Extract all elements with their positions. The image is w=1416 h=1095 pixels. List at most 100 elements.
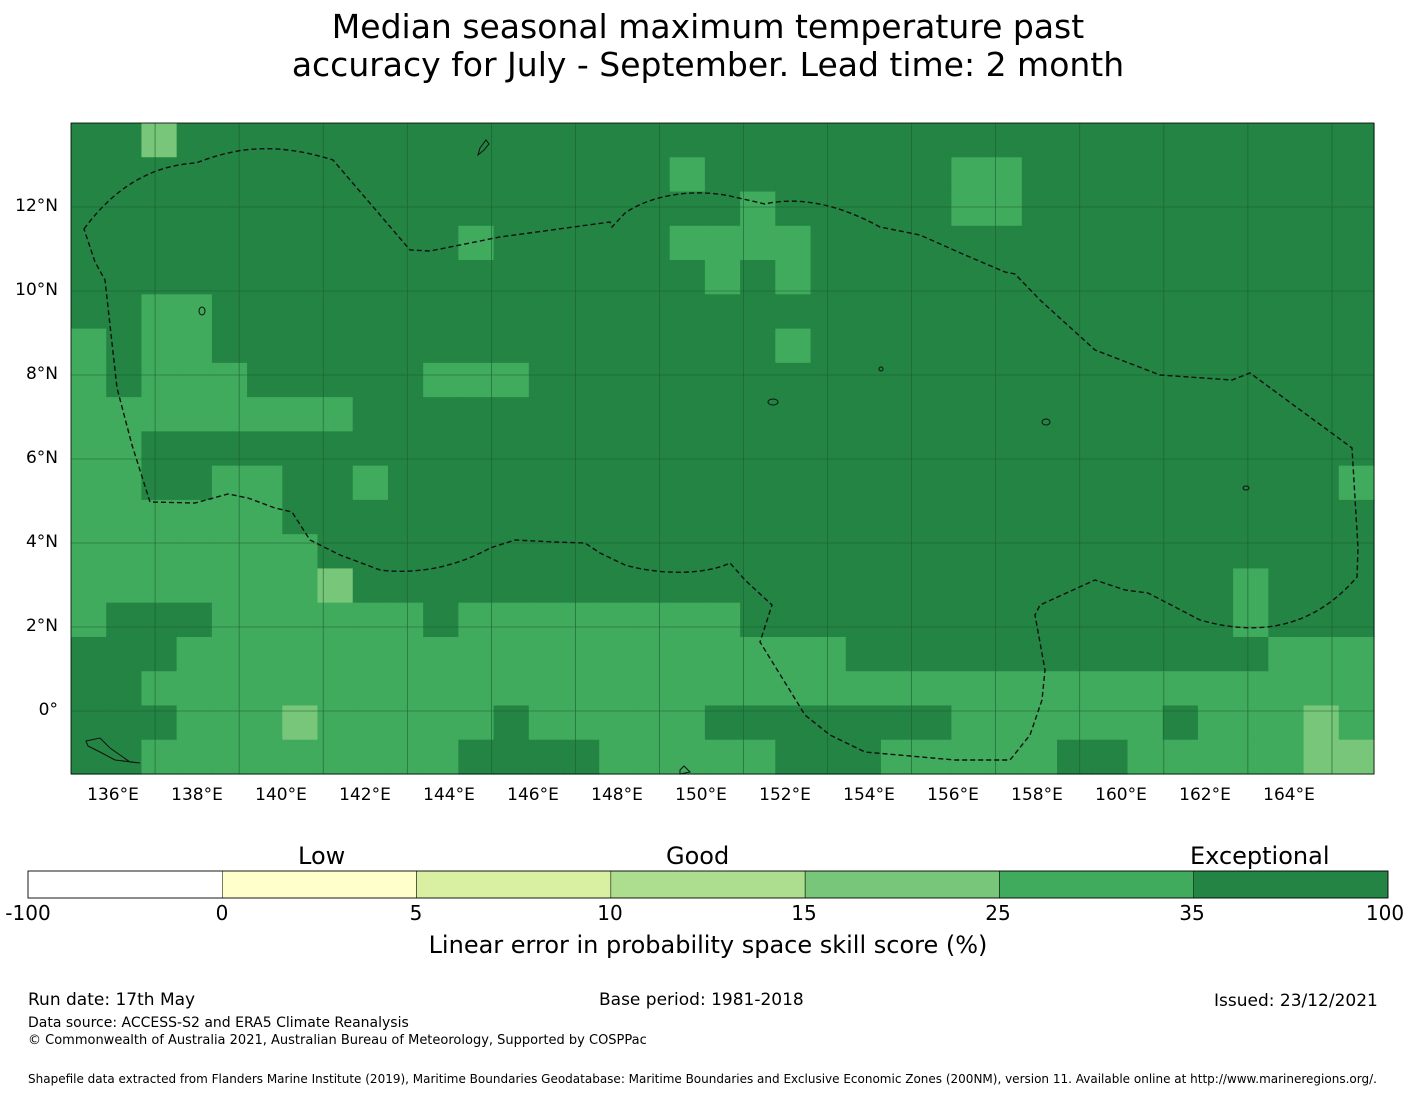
grid-cell bbox=[916, 328, 953, 364]
category-exceptional: Exceptional bbox=[1190, 842, 1330, 870]
grid-cell bbox=[1021, 431, 1058, 467]
grid-cell bbox=[1268, 499, 1305, 535]
grid-cell bbox=[564, 397, 600, 432]
grid-cell bbox=[317, 671, 354, 707]
grid-cell bbox=[634, 534, 671, 570]
grid-cell bbox=[810, 294, 847, 330]
grid-cell bbox=[141, 671, 178, 707]
grid-cell bbox=[1233, 431, 1269, 467]
grid-cell bbox=[704, 123, 741, 158]
grid-cell bbox=[1057, 499, 1093, 535]
grid-cell bbox=[669, 636, 706, 672]
grid-cell bbox=[1233, 191, 1269, 227]
grid-cell bbox=[528, 362, 565, 398]
grid-cell bbox=[634, 431, 671, 467]
grid-cell bbox=[916, 636, 953, 672]
grid-cell bbox=[1268, 534, 1305, 570]
grid-cell bbox=[951, 225, 988, 261]
grid-cell bbox=[740, 568, 776, 604]
grid-cell bbox=[916, 294, 953, 330]
grid-cell bbox=[916, 499, 953, 535]
lat-label-12n: 12°N bbox=[15, 196, 58, 216]
lon-label-142e: 142°E bbox=[339, 785, 391, 805]
grid-cell bbox=[493, 534, 530, 570]
grid-cell bbox=[740, 499, 776, 535]
copyright: © Commonwealth of Australia 2021, Austra… bbox=[28, 1033, 647, 1048]
base-period: Base period: 1981-2018 bbox=[599, 990, 804, 1010]
colorbar-tick-35: 35 bbox=[1179, 901, 1205, 925]
grid-cell bbox=[599, 568, 636, 604]
grid-cell bbox=[493, 568, 530, 604]
grid-cell bbox=[775, 191, 812, 227]
lon-label-154e: 154°E bbox=[843, 785, 895, 805]
grid-cell bbox=[845, 534, 882, 570]
grid-cell bbox=[916, 191, 953, 227]
grid-cell bbox=[211, 534, 248, 570]
grid-cell bbox=[1303, 328, 1340, 364]
grid-cell bbox=[211, 225, 248, 261]
grid-cell bbox=[387, 499, 424, 535]
grid-cell bbox=[1338, 636, 1375, 672]
grid-cell bbox=[1092, 123, 1129, 158]
grid-cell bbox=[71, 568, 107, 604]
grid-cell bbox=[951, 636, 988, 672]
grid-cell bbox=[845, 362, 882, 398]
grid-cell bbox=[810, 225, 847, 261]
grid-cell bbox=[458, 294, 495, 330]
grid-cell bbox=[176, 328, 213, 364]
grid-cell bbox=[775, 636, 812, 672]
grid-cell bbox=[634, 225, 671, 261]
grid-cell bbox=[986, 465, 1023, 501]
grid-cell bbox=[916, 739, 953, 775]
grid-cell bbox=[916, 465, 953, 501]
grid-cell bbox=[634, 260, 671, 295]
grid-cell bbox=[282, 362, 319, 398]
grid-cell bbox=[1303, 362, 1340, 398]
lat-label-8n: 8°N bbox=[25, 364, 58, 384]
grid-cell bbox=[669, 671, 706, 707]
grid-cell bbox=[775, 397, 812, 432]
grid-cell bbox=[423, 294, 459, 330]
colorbar-tick-0: 0 bbox=[215, 901, 229, 925]
grid-cell bbox=[564, 568, 600, 604]
grid-cell bbox=[141, 191, 178, 227]
grid-cell bbox=[352, 431, 389, 467]
eez-boundary bbox=[83, 147, 1359, 761]
grid-cell bbox=[106, 636, 143, 672]
grid-cell bbox=[1021, 499, 1058, 535]
grid-cell bbox=[1233, 362, 1269, 398]
grid-cell bbox=[423, 328, 459, 364]
grid-cell bbox=[669, 362, 706, 398]
grid-cell bbox=[669, 294, 706, 330]
grid-cell bbox=[1092, 568, 1129, 604]
grid-cell bbox=[1268, 294, 1305, 330]
grid-cell bbox=[1303, 499, 1340, 535]
grid-cell bbox=[1338, 191, 1375, 227]
lon-label-160e: 160°E bbox=[1095, 785, 1147, 805]
grid-cell bbox=[775, 362, 812, 398]
colorbar-segment bbox=[222, 870, 417, 899]
lon-label-144e: 144°E bbox=[423, 785, 475, 805]
grid-cell bbox=[141, 294, 178, 330]
grid-cell bbox=[634, 362, 671, 398]
grid-cell bbox=[704, 157, 741, 193]
grid-cell bbox=[282, 636, 319, 672]
grid-cell bbox=[247, 465, 283, 501]
grid-cell bbox=[493, 602, 530, 638]
grid-cell bbox=[634, 191, 671, 227]
grid-cell bbox=[1127, 157, 1164, 193]
grid-cell bbox=[1338, 671, 1375, 707]
lon-label-162e: 162°E bbox=[1179, 785, 1231, 805]
colorbar bbox=[27, 870, 1389, 899]
grid-cell bbox=[176, 191, 213, 227]
grid-cell bbox=[986, 397, 1023, 432]
grid-cell bbox=[458, 362, 495, 398]
grid-cell bbox=[106, 362, 143, 398]
grid-cell bbox=[880, 191, 917, 227]
grid-cell bbox=[986, 431, 1023, 467]
grid-cell bbox=[106, 260, 143, 295]
grid-cell bbox=[493, 397, 530, 432]
grid-cell bbox=[1057, 671, 1093, 707]
grid-cell bbox=[1338, 397, 1375, 432]
grid-cell bbox=[176, 534, 213, 570]
